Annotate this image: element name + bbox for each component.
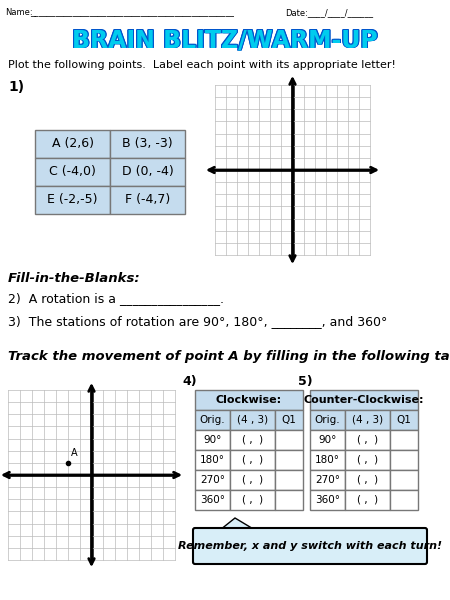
Bar bbox=[390, 490, 418, 510]
Text: ( ,  ): ( , ) bbox=[357, 495, 378, 505]
Text: 5): 5) bbox=[298, 375, 313, 388]
Text: BRAIN BLITZ/WARM-UP: BRAIN BLITZ/WARM-UP bbox=[73, 29, 379, 53]
Bar bbox=[345, 470, 390, 490]
Bar bbox=[35, 130, 110, 158]
Text: (4 , 3): (4 , 3) bbox=[237, 415, 268, 425]
Text: BRAIN BLITZ/WARM-UP: BRAIN BLITZ/WARM-UP bbox=[71, 28, 377, 52]
Text: BRAIN BLITZ/WARM-UP: BRAIN BLITZ/WARM-UP bbox=[72, 27, 378, 51]
Text: Q1: Q1 bbox=[282, 415, 297, 425]
Text: 180°: 180° bbox=[315, 455, 340, 465]
Text: ( ,  ): ( , ) bbox=[357, 475, 378, 485]
Bar bbox=[195, 410, 230, 430]
Bar bbox=[230, 450, 275, 470]
Text: Orig.: Orig. bbox=[315, 415, 340, 425]
Text: ( ,  ): ( , ) bbox=[357, 455, 378, 465]
Bar bbox=[230, 430, 275, 450]
Bar bbox=[275, 450, 303, 470]
Bar bbox=[35, 158, 110, 186]
Text: BRAIN BLITZ/WARM-UP: BRAIN BLITZ/WARM-UP bbox=[71, 27, 377, 51]
Bar bbox=[195, 470, 230, 490]
Bar bbox=[310, 410, 345, 430]
Bar bbox=[390, 450, 418, 470]
Text: ( ,  ): ( , ) bbox=[242, 495, 263, 505]
Bar bbox=[230, 490, 275, 510]
Text: 180°: 180° bbox=[200, 455, 225, 465]
Text: BRAIN BLITZ/WARM-UP: BRAIN BLITZ/WARM-UP bbox=[71, 29, 377, 53]
Bar bbox=[275, 490, 303, 510]
Bar bbox=[310, 390, 418, 410]
Text: 4): 4) bbox=[182, 375, 197, 388]
Text: 360°: 360° bbox=[200, 495, 225, 505]
Text: 360°: 360° bbox=[315, 495, 340, 505]
Text: C (-4,0): C (-4,0) bbox=[49, 166, 96, 179]
Bar bbox=[275, 410, 303, 430]
Text: Counter-Clockwise:: Counter-Clockwise: bbox=[304, 395, 424, 405]
Text: 2)  A rotation is a ________________.: 2) A rotation is a ________________. bbox=[8, 292, 224, 305]
Text: Clockwise:: Clockwise: bbox=[216, 395, 282, 405]
Bar bbox=[35, 186, 110, 214]
Text: BRAIN BLITZ/WARM-UP: BRAIN BLITZ/WARM-UP bbox=[73, 28, 379, 52]
Text: ________________________________________________: ________________________________________… bbox=[30, 8, 234, 17]
Text: Fill-in-the-Blanks:: Fill-in-the-Blanks: bbox=[8, 272, 140, 285]
Text: Name:: Name: bbox=[5, 8, 32, 17]
Text: ( ,  ): ( , ) bbox=[357, 435, 378, 445]
Bar bbox=[110, 130, 185, 158]
Text: Orig.: Orig. bbox=[200, 415, 225, 425]
Bar bbox=[345, 430, 390, 450]
Text: 1): 1) bbox=[8, 80, 24, 94]
Text: E (-2,-5): E (-2,-5) bbox=[47, 193, 98, 206]
Text: BRAIN BLITZ/WARM-UP: BRAIN BLITZ/WARM-UP bbox=[72, 29, 378, 53]
Bar bbox=[310, 490, 345, 510]
FancyBboxPatch shape bbox=[193, 528, 427, 564]
Bar bbox=[310, 450, 345, 470]
Bar bbox=[195, 450, 230, 470]
Bar bbox=[345, 450, 390, 470]
Bar bbox=[195, 430, 230, 450]
Text: ( ,  ): ( , ) bbox=[242, 475, 263, 485]
Text: BRAIN BLITZ/WARM-UP: BRAIN BLITZ/WARM-UP bbox=[72, 28, 378, 52]
Text: F (-4,7): F (-4,7) bbox=[125, 193, 170, 206]
Text: BRAIN BLITZ/WARM-UP: BRAIN BLITZ/WARM-UP bbox=[73, 27, 379, 51]
Text: A: A bbox=[71, 448, 77, 458]
Text: 3)  The stations of rotation are 90°, 180°, ________, and 360°: 3) The stations of rotation are 90°, 180… bbox=[8, 315, 387, 328]
Bar bbox=[230, 410, 275, 430]
Text: Q1: Q1 bbox=[396, 415, 411, 425]
Bar bbox=[345, 410, 390, 430]
Bar bbox=[195, 390, 303, 410]
Text: D (0, -4): D (0, -4) bbox=[122, 166, 173, 179]
Text: 270°: 270° bbox=[200, 475, 225, 485]
Bar bbox=[195, 490, 230, 510]
Bar bbox=[390, 410, 418, 430]
Text: 90°: 90° bbox=[318, 435, 337, 445]
Text: 270°: 270° bbox=[315, 475, 340, 485]
Text: Plot the following points.  Label each point with its appropriate letter!: Plot the following points. Label each po… bbox=[8, 60, 396, 70]
Bar bbox=[275, 430, 303, 450]
Polygon shape bbox=[220, 518, 255, 530]
Text: ( ,  ): ( , ) bbox=[242, 455, 263, 465]
Text: B (3, -3): B (3, -3) bbox=[122, 137, 173, 151]
Text: A (2,6): A (2,6) bbox=[51, 137, 94, 151]
Text: ( ,  ): ( , ) bbox=[242, 435, 263, 445]
Text: (4 , 3): (4 , 3) bbox=[352, 415, 383, 425]
Bar bbox=[275, 470, 303, 490]
Text: Remember, x and y switch with each turn!: Remember, x and y switch with each turn! bbox=[178, 541, 442, 551]
Bar bbox=[110, 186, 185, 214]
Text: Track the movement of point A by filling in the following tables:: Track the movement of point A by filling… bbox=[8, 350, 450, 363]
Bar bbox=[345, 490, 390, 510]
Text: 90°: 90° bbox=[203, 435, 222, 445]
Bar bbox=[390, 470, 418, 490]
Bar bbox=[310, 430, 345, 450]
Bar bbox=[230, 470, 275, 490]
Text: Date:____/____/______: Date:____/____/______ bbox=[285, 8, 373, 17]
Bar bbox=[390, 430, 418, 450]
Bar bbox=[110, 158, 185, 186]
Bar bbox=[310, 470, 345, 490]
